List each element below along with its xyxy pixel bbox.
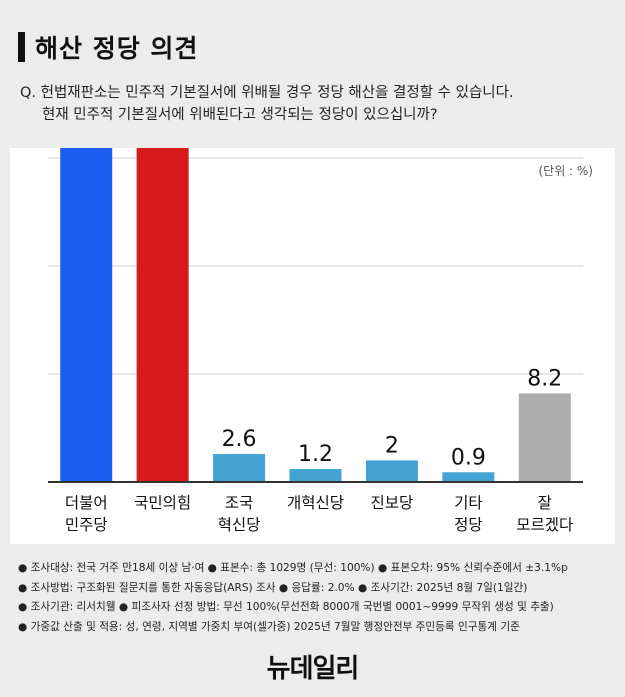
bar-chart: 40.5더불어민주당44.6국민의힘2.6조국혁신당1.2개혁신당2진보당0.9…	[48, 148, 583, 534]
category-label: 개혁신당	[287, 494, 344, 512]
publisher-logo: 뉴데일리	[266, 654, 360, 684]
chart-panel: (단위 : %) 40.5더불어민주당44.6국민의힘2.6조국혁신당1.2개혁…	[10, 148, 615, 544]
bar	[213, 453, 266, 482]
data-label: 2.6	[222, 427, 257, 452]
note-line: ● 가중값 산출 및 적용: 성, 연령, 지역별 가중치 부여(셀가중) 20…	[18, 620, 520, 633]
title-block: 해산 정당 의견	[18, 30, 198, 64]
category-label: 정당	[454, 516, 483, 534]
category-label: 진보당	[371, 494, 414, 512]
note-line: ● 조사방법: 구조화된 질문지를 통한 자동응답(ARS) 조사 ● 응답률:…	[18, 581, 528, 594]
bar	[136, 148, 189, 482]
survey-question: Q. 헌법재판소는 민주적 기본질서에 위배될 경우 정당 해산을 결정할 수 …	[20, 82, 514, 126]
category-label: 잘	[538, 494, 552, 512]
bar	[365, 460, 418, 482]
bar	[60, 148, 113, 482]
category-label: 조국	[225, 494, 254, 512]
unit-label: (단위 : %)	[538, 164, 593, 178]
note-line: ● 조사기관: 리서치웰 ● 피조사자 선정 방법: 무선 100%(무선전화 …	[18, 601, 554, 613]
note-line: ● 조사대상: 전국 거주 만18세 이상 남·여 ● 표본수: 총 1029명…	[18, 562, 568, 574]
category-label: 더불어	[65, 494, 108, 512]
data-label: 8.2	[527, 366, 562, 391]
page-title: 해산 정당 의견	[35, 34, 199, 63]
title-accent-bar	[18, 32, 25, 62]
data-label: 1.2	[298, 442, 333, 467]
survey-notes: ● 조사대상: 전국 거주 만18세 이상 남·여 ● 표본수: 총 1029명…	[18, 559, 568, 637]
data-label: 0.9	[451, 445, 486, 470]
bar	[289, 469, 342, 482]
category-label: 기타	[454, 494, 483, 512]
category-label: 모르겠다	[516, 516, 573, 534]
bar	[518, 393, 571, 482]
category-label: 민주당	[65, 516, 108, 534]
question-line-2: 현재 민주적 기본질서에 위배된다고 생각되는 정당이 있으십니까?	[42, 107, 438, 123]
bar	[442, 472, 495, 482]
category-label: 혁신당	[218, 516, 261, 534]
data-label: 2	[385, 433, 399, 458]
question-line-1: Q. 헌법재판소는 민주적 기본질서에 위배될 경우 정당 해산을 결정할 수 …	[20, 85, 514, 101]
category-label: 국민의힘	[134, 494, 191, 512]
